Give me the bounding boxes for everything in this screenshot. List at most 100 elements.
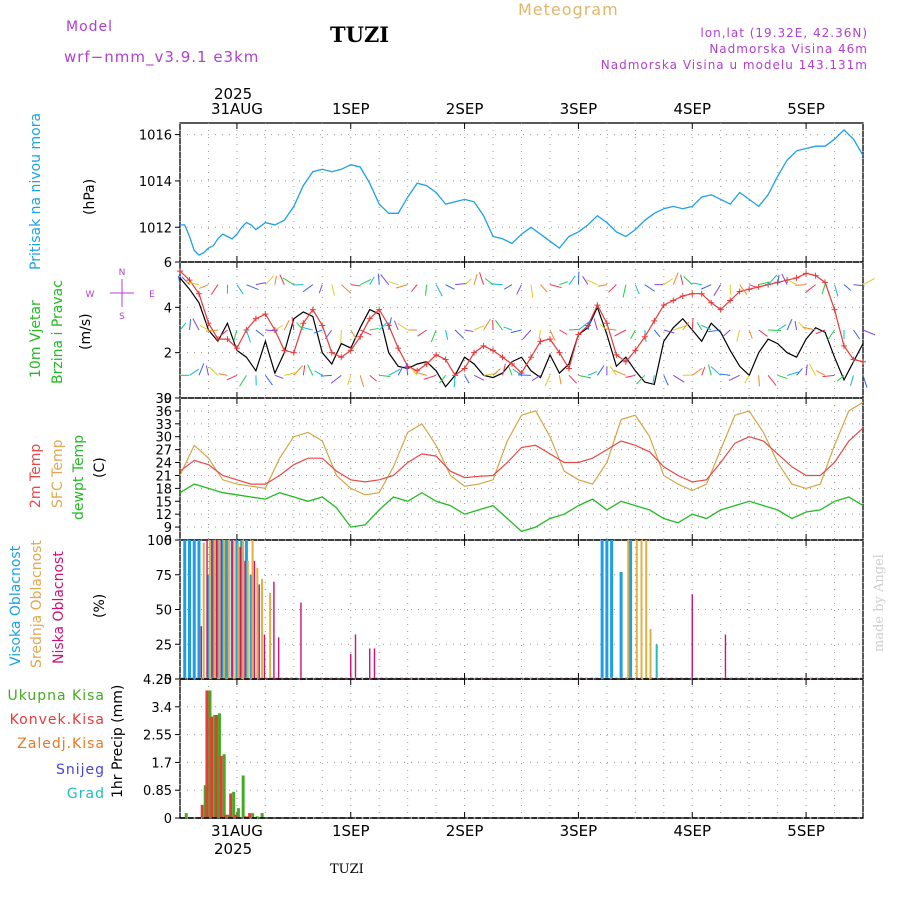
- cloud-bar: [208, 540, 211, 679]
- wind-direction-arrow: [445, 329, 449, 340]
- wind-direction-arrow: [530, 284, 534, 298]
- cloud-bar: [244, 540, 248, 679]
- wind-direction-arrow: [558, 375, 562, 385]
- wind-direction-arrow: [540, 284, 548, 293]
- wind-direction-arrow: [586, 279, 598, 286]
- wind-direction-arrow: [495, 319, 503, 331]
- wind-direction-arrow: [794, 321, 798, 331]
- precip-conv-bar: [229, 793, 233, 818]
- wind-direction-arrow: [767, 375, 777, 386]
- wind-gust-marker: [527, 354, 534, 361]
- wind-direction-arrow: [786, 371, 799, 376]
- precip-total-bar: [203, 785, 207, 818]
- temperature-ytick-label: 6: [164, 534, 172, 549]
- cloud-bar: [249, 574, 253, 679]
- wind-gust-marker: [499, 354, 506, 361]
- cloud-bar: [192, 540, 196, 679]
- cloud-bar: [197, 540, 201, 679]
- wind-direction-arrow: [708, 364, 712, 376]
- wind-gust-marker: [385, 322, 392, 329]
- cloud-bar: [206, 574, 210, 679]
- wind-direction-arrow: [302, 365, 306, 376]
- precip-total-bar: [241, 775, 245, 818]
- wind-direction-arrow: [314, 370, 323, 376]
- wind-direction-arrow: [568, 374, 577, 384]
- wind-direction-arrow: [198, 363, 205, 376]
- wind-direction-arrow: [568, 275, 576, 285]
- wind-direction-arrow: [405, 363, 409, 376]
- wind-direction-arrow: [479, 272, 485, 285]
- wind-gust-marker: [708, 299, 715, 306]
- wind-gust-marker: [860, 358, 866, 365]
- wind-direction-arrow: [701, 366, 706, 376]
- wind-direction-arrow: [274, 374, 284, 379]
- wind-direction-arrow: [483, 318, 491, 331]
- wind-gust-marker: [328, 349, 335, 356]
- wind-direction-arrow: [815, 329, 826, 335]
- wind-direction-arrow: [179, 322, 187, 331]
- wind-direction-arrow: [781, 273, 788, 285]
- wind-gust-marker: [281, 347, 288, 354]
- station-title: TUZI: [330, 22, 390, 47]
- wind-direction-arrow: [692, 282, 702, 286]
- footer-station: TUZI: [330, 862, 364, 877]
- wind-direction-arrow: [302, 284, 314, 293]
- wind-speed-line: [179, 277, 864, 388]
- wind-direction-arrow: [265, 275, 275, 286]
- wind-direction-arrow: [424, 284, 428, 296]
- precip-total-bar: [251, 813, 255, 818]
- wind-direction-arrow: [218, 373, 228, 376]
- cloud-bar: [225, 540, 229, 679]
- wind-direction-arrow: [503, 284, 513, 290]
- wind-direction-arrow: [758, 329, 768, 337]
- wind-direction-arrow: [549, 329, 556, 342]
- precip-conv-bar: [243, 816, 247, 818]
- wind-gust-marker: [319, 322, 326, 329]
- cloud-bar: [242, 540, 245, 679]
- wind-direction-arrow: [587, 320, 592, 331]
- precip-legend-total: Ukupna Kisa: [7, 688, 105, 704]
- precip-total-bar: [213, 714, 217, 818]
- cloud-bar: [251, 540, 254, 679]
- wind-direction-arrow: [313, 329, 323, 334]
- temperature-ytick-label: 21: [155, 469, 172, 484]
- precip-legend-frozen: Zaledj.Kisa: [17, 736, 105, 752]
- time-label-top: 1SEP: [332, 100, 370, 118]
- wind-direction-arrow: [777, 324, 787, 331]
- wind-direction-arrow: [473, 273, 478, 285]
- wind-direction-arrow: [582, 275, 589, 285]
- wind-direction-arrow: [473, 325, 485, 331]
- wind-direction-arrow: [464, 375, 470, 384]
- precip-total-bar: [255, 816, 259, 818]
- wind-direction-arrow: [464, 278, 472, 286]
- cloud-bar: [373, 648, 376, 679]
- cloud-bar: [263, 634, 266, 679]
- wind-gust-marker: [395, 345, 402, 352]
- wind-direction-arrow: [559, 281, 569, 286]
- precip-total-bar: [246, 816, 250, 818]
- wind-direction-arrow: [291, 317, 295, 331]
- wind-direction-arrow: [380, 274, 390, 285]
- wind-gust-marker: [594, 302, 601, 309]
- wind-direction-arrow: [274, 275, 277, 285]
- wind-direction-arrow: [318, 284, 323, 294]
- cloud-bar: [649, 628, 652, 679]
- wind-direction-arrow: [439, 375, 447, 384]
- wind-ytick-label: 4: [164, 301, 172, 316]
- cloud-bar: [211, 540, 213, 679]
- cloud-bar: [218, 540, 221, 679]
- cloud-bar: [211, 540, 215, 679]
- wind-gust-marker: [651, 317, 658, 324]
- precip-total-bar: [184, 813, 188, 818]
- wind-direction-arrow: [707, 329, 721, 333]
- wind-direction-arrow: [850, 375, 854, 387]
- wind-gust-marker: [442, 356, 449, 363]
- wind-direction-arrow: [186, 281, 200, 286]
- lonlat-text: lon,lat (19.32E, 42.36N): [700, 26, 868, 40]
- t2m-temp-line: [179, 427, 864, 485]
- wind-direction-arrow: [378, 321, 388, 331]
- wind-direction-arrow: [673, 374, 685, 383]
- wind-direction-arrow: [264, 375, 273, 386]
- wind-direction-arrow: [265, 329, 278, 332]
- temperature-ytick-label: 18: [155, 482, 172, 497]
